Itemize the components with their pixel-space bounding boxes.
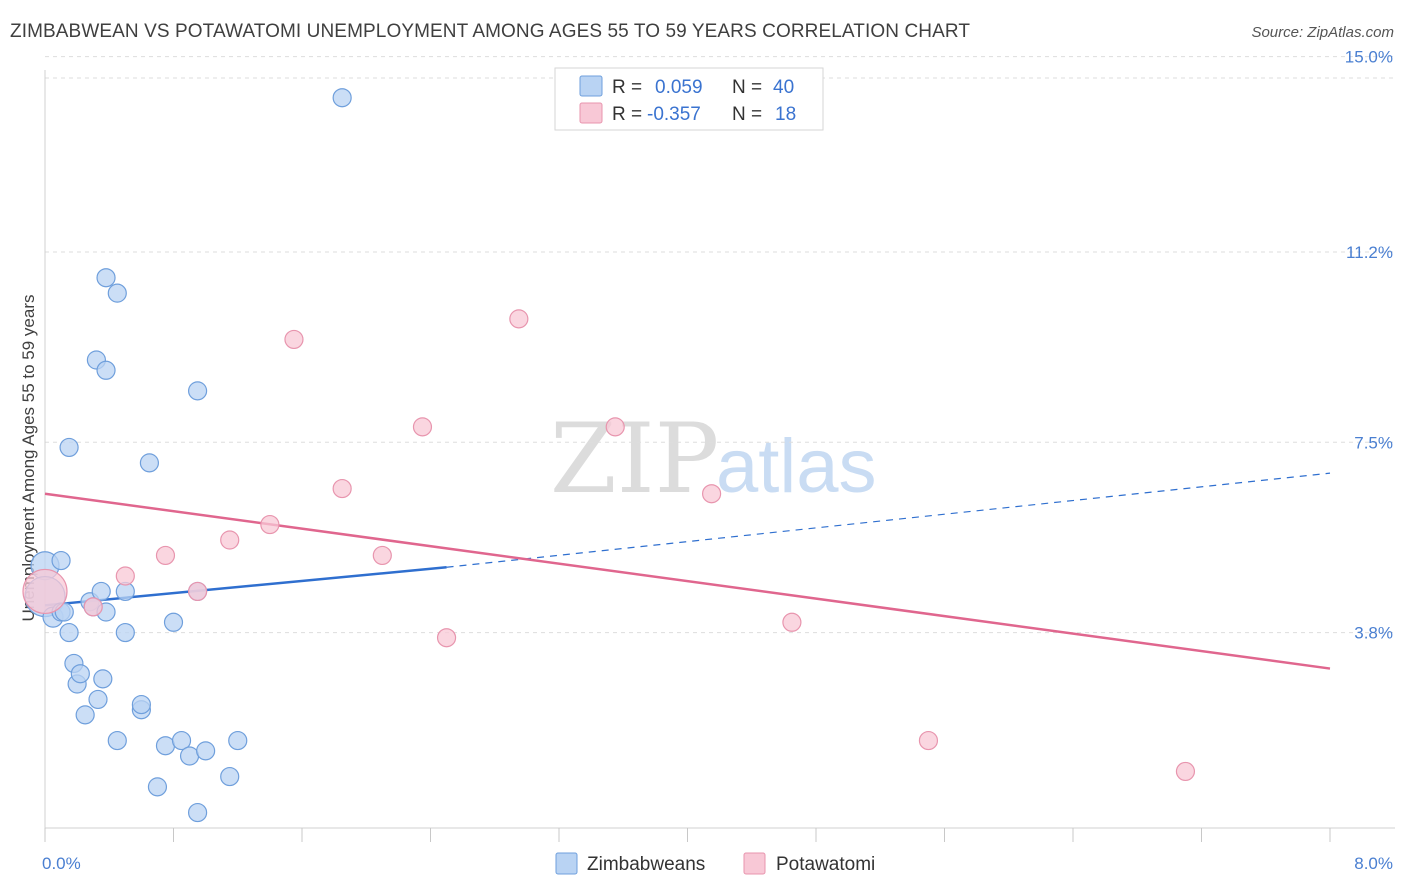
zimbabweans-point	[163, 612, 184, 632]
potawatomi-point	[1175, 761, 1196, 782]
potawatomi-point	[782, 612, 802, 632]
legend-zimbabweans-swatch	[555, 852, 578, 875]
zimbabweans-point	[187, 381, 208, 401]
legend-r-label-1: R =	[612, 77, 642, 98]
zimbabweans-point	[131, 694, 151, 715]
chart-title: ZIMBABWEAN VS POTAWATOMI UNEMPLOYMENT AM…	[10, 21, 971, 42]
zimbabweans-point	[196, 741, 216, 761]
potawatomi-point	[187, 581, 208, 602]
potawatomi-point	[332, 478, 352, 499]
x-axis-ticks	[44, 828, 1331, 842]
potawatomi-point	[155, 545, 176, 566]
zimbabweans-point	[107, 730, 127, 751]
x-tick-label-max: 8.0%	[1354, 854, 1393, 873]
watermark-atlas: atlas	[716, 424, 877, 509]
zimbabweans-point	[228, 730, 248, 751]
data-points	[22, 88, 1196, 823]
legend-n-value-2: 18	[775, 104, 796, 125]
watermark-zip: ZIP	[550, 403, 719, 515]
legend-r-value-2: -0.357	[647, 104, 701, 125]
zimbabweans-point	[179, 746, 200, 766]
zimbabweans-point	[107, 283, 127, 303]
potawatomi-point	[701, 484, 722, 504]
legend-swatch-pink	[579, 102, 603, 124]
legend-r-value-1: 0.059	[655, 77, 703, 98]
potawatomi-point	[220, 530, 240, 550]
zimbabweans-point	[96, 268, 116, 288]
zimbabweans-point	[220, 766, 240, 787]
legend-potawatomi-label: Potawatomi	[776, 854, 875, 875]
potawatomi-point	[284, 329, 304, 350]
y-tick-label: 3.8%	[1354, 624, 1393, 643]
correlation-legend: R = 0.059 N = 40 R = -0.357 N = 18	[554, 67, 824, 131]
potawatomi-point	[412, 417, 433, 437]
y-tick-label: 11.2%	[1346, 243, 1393, 262]
legend-zimbabweans-label: Zimbabweans	[587, 854, 705, 875]
gridlines	[45, 56, 1395, 634]
potawatomi-point	[918, 730, 939, 751]
zimbabweans-point	[51, 550, 71, 571]
zimbabweans-point	[115, 622, 135, 643]
zimbabweans-point	[96, 360, 116, 380]
potawatomi-trend-line	[44, 492, 1331, 670]
y-tick-label: 7.5%	[1354, 433, 1393, 452]
zimbabweans-point	[59, 622, 79, 643]
zimbabweans-point	[155, 736, 176, 756]
x-tick-label-min: 0.0%	[42, 854, 81, 873]
zimbabweans-point	[187, 802, 208, 823]
potawatomi-point	[260, 514, 280, 535]
legend-n-label-2: N =	[732, 104, 762, 125]
potawatomi-point	[115, 566, 135, 586]
y-axis-label: Unemployment Among Ages 55 to 59 years	[19, 295, 38, 622]
potawatomi-point	[509, 309, 529, 329]
potawatomi-point	[436, 628, 457, 648]
zimbabweans-point	[139, 453, 160, 473]
potawatomi-point	[605, 417, 625, 437]
potawatomi-point	[372, 545, 392, 566]
zimbabweans-point	[171, 730, 192, 751]
source-label: Source: ZipAtlas.com	[1251, 24, 1394, 41]
zimbabweans-point	[88, 689, 108, 710]
trend-lines	[44, 472, 1331, 670]
series-legend: Zimbabweans Potawatomi	[555, 852, 875, 875]
zimbabweans-point	[75, 705, 95, 725]
zimbabweans-point	[147, 777, 168, 797]
potawatomi-point	[83, 597, 103, 617]
potawatomi-point	[22, 568, 68, 615]
zimbabweans-point	[59, 437, 79, 458]
zimbabweans-point	[93, 669, 113, 689]
y-tick-labels: 3.8% 7.5% 11.2% 15.0%	[1345, 48, 1393, 643]
zimbabweans-point	[91, 581, 111, 602]
legend-swatch-blue	[579, 75, 603, 97]
zimbabweans-trend-line	[44, 566, 447, 607]
legend-potawatomi-swatch	[743, 852, 766, 875]
y-tick-label: 15.0%	[1345, 48, 1393, 67]
zimbabweans-trend-extension	[446, 472, 1331, 568]
legend-r-label-2: R =	[612, 104, 642, 125]
zimbabweans-point	[70, 664, 90, 684]
legend-n-label-1: N =	[732, 77, 762, 98]
zimbabweans-point	[332, 88, 352, 108]
legend-n-value-1: 40	[773, 77, 794, 98]
